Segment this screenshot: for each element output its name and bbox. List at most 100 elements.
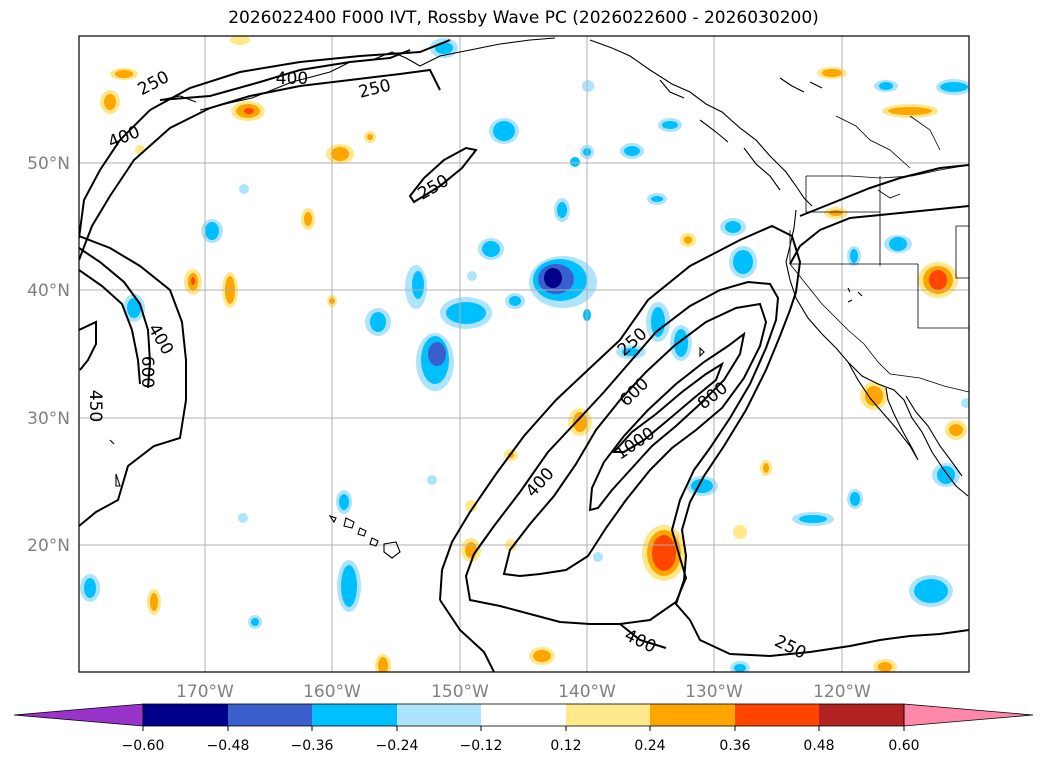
anomaly-shading	[80, 36, 969, 672]
ivt-contour-250	[789, 205, 969, 265]
positive-anomaly	[191, 277, 195, 285]
negative-anomaly	[733, 250, 753, 274]
colorbar-segment	[397, 704, 481, 726]
negative-anomaly	[914, 579, 948, 603]
ivt-contour-250	[408, 146, 478, 204]
colorbar-segment	[735, 704, 819, 726]
negative-anomaly	[889, 237, 907, 251]
negative-anomaly	[662, 121, 678, 129]
positive-anomaly	[244, 108, 254, 114]
negative-anomaly	[544, 268, 562, 288]
colorbar-tick-label: −0.48	[207, 738, 250, 754]
positive-anomaly	[465, 500, 477, 512]
ivt-contour-250	[159, 49, 411, 101]
colorbar-segment	[819, 704, 904, 726]
negative-anomaly	[961, 398, 969, 408]
negative-anomaly	[557, 202, 567, 218]
lon-label: 170°W	[176, 682, 234, 702]
positive-anomaly	[304, 212, 312, 226]
ivt-contour-800	[588, 331, 746, 512]
map-title: 2026022400 F000 IVT, Rossby Wave PC (202…	[228, 8, 819, 28]
colorbar-tick-label: 0.24	[634, 738, 665, 754]
lon-label: 130°W	[685, 682, 743, 702]
colorbar-tick-label: 0.12	[550, 738, 581, 754]
positive-anomaly	[888, 107, 932, 115]
negative-anomaly	[850, 249, 858, 263]
ivt-contour-400	[79, 320, 97, 371]
negative-anomaly	[341, 565, 357, 607]
colorbar-frame	[142, 703, 905, 727]
negative-anomaly	[622, 348, 640, 356]
lon-label: 150°W	[431, 682, 489, 702]
negative-anomaly	[435, 42, 453, 54]
negative-anomaly	[251, 618, 259, 626]
negative-anomaly	[940, 82, 968, 92]
positive-anomaly	[684, 236, 692, 244]
colorbar-segment	[566, 704, 650, 726]
colorbar-segment	[228, 704, 312, 726]
negative-anomaly	[482, 241, 500, 257]
colorbar-tick-label: 0.60	[888, 738, 919, 754]
ivt-contour-400	[464, 280, 780, 625]
positive-anomaly	[115, 70, 133, 78]
negative-anomaly	[624, 146, 640, 156]
ivt-contour-600	[502, 302, 768, 578]
negative-anomaly	[582, 80, 594, 92]
colorbar-ticks	[142, 726, 905, 731]
contour-label: 400	[276, 69, 308, 89]
positive-anomaly	[378, 657, 388, 672]
ivt-contour-250	[799, 164, 969, 217]
positive-anomaly	[822, 69, 842, 77]
negative-anomaly	[725, 221, 741, 233]
ivt-contour-250	[79, 235, 187, 527]
colorbar-segment	[481, 704, 566, 726]
borders	[789, 115, 969, 393]
positive-anomaly	[465, 542, 477, 558]
positive-anomaly	[733, 525, 747, 539]
ivt-contour-250	[439, 599, 495, 672]
lon-label: 140°W	[558, 682, 616, 702]
positive-anomaly	[367, 134, 373, 140]
negative-anomaly	[593, 552, 603, 562]
negative-anomaly	[493, 121, 515, 141]
negative-anomaly	[370, 312, 386, 332]
negative-anomaly	[427, 475, 437, 485]
negative-anomaly	[879, 82, 893, 90]
negative-anomaly	[205, 222, 219, 240]
negative-anomaly	[467, 271, 477, 281]
colorbar-segment	[143, 704, 228, 726]
positive-anomaly	[331, 147, 349, 161]
positive-anomaly	[533, 650, 551, 662]
positive-anomaly	[949, 424, 963, 436]
positive-anomaly	[104, 94, 116, 110]
colorbar-max-extension	[903, 703, 1034, 727]
negative-anomaly	[239, 184, 249, 194]
ivt-contour-600	[79, 247, 152, 389]
graticule	[79, 36, 969, 672]
lat-label: 20°N	[27, 536, 70, 556]
lon-label: 160°W	[303, 682, 361, 702]
plot-area	[79, 36, 969, 672]
negative-anomaly	[734, 664, 746, 672]
plot-frame	[78, 35, 970, 673]
negative-anomaly	[412, 271, 424, 299]
negative-anomaly	[651, 196, 663, 202]
ivt-contour-1000	[611, 361, 724, 453]
negative-anomaly	[570, 157, 580, 167]
lat-label: 30°N	[27, 409, 70, 429]
negative-anomaly	[446, 302, 486, 324]
positive-anomaly	[573, 412, 587, 432]
positive-anomaly	[763, 463, 769, 473]
negative-anomaly	[509, 296, 521, 306]
positive-anomaly	[929, 270, 947, 290]
negative-anomaly	[850, 492, 860, 506]
colorbar-tick-label: −0.24	[376, 738, 419, 754]
latitude-axis: 50°N 40°N 30°N 20°N	[27, 154, 70, 556]
colorbar-segment	[312, 704, 397, 726]
negative-anomaly	[127, 298, 141, 318]
negative-anomaly	[238, 513, 248, 523]
lon-label: 120°W	[813, 682, 871, 702]
colorbar-min-extension	[13, 703, 144, 727]
ivt-contour-400	[619, 623, 667, 649]
